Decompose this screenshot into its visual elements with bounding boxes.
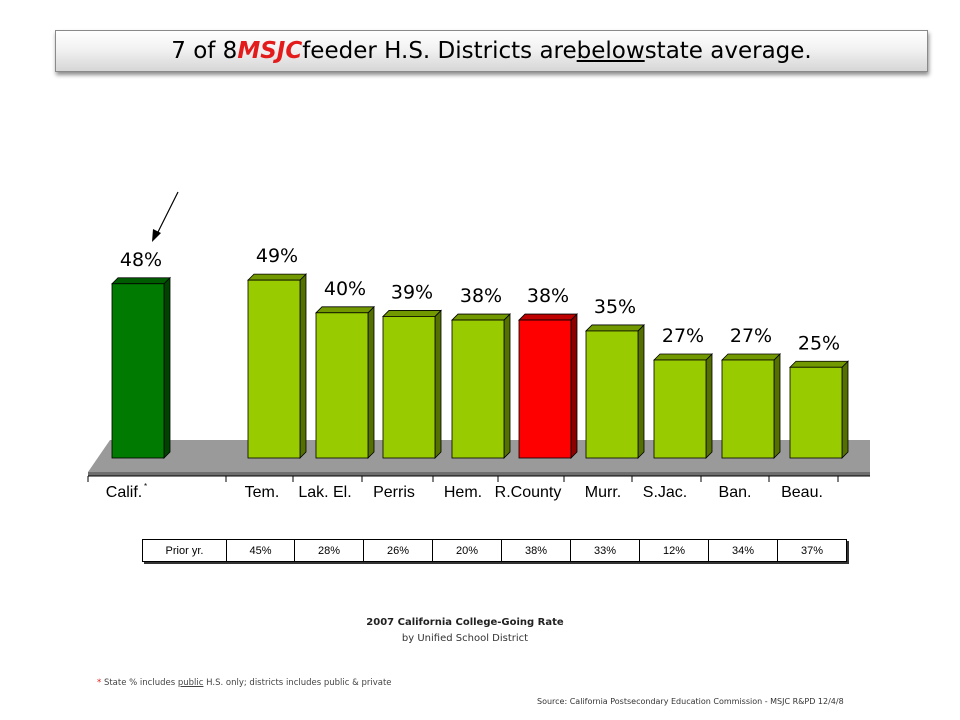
prior-year-cell: 12% bbox=[639, 539, 709, 562]
bar-top bbox=[247, 273, 307, 281]
category-label: Ban. bbox=[719, 484, 752, 501]
value-label: 39% bbox=[391, 281, 433, 303]
footnote-after: H.S. only; districts includes public & p… bbox=[203, 678, 392, 688]
value-label: 38% bbox=[527, 285, 569, 307]
value-label: 25% bbox=[798, 332, 840, 354]
chart-bars bbox=[111, 273, 849, 459]
title-part2: feeder H.S. Districts are bbox=[302, 38, 577, 64]
source-note: Source: California Postsecondary Educati… bbox=[537, 697, 844, 706]
prior-year-cell: 26% bbox=[363, 539, 433, 562]
bar-front bbox=[518, 319, 572, 459]
bar-calif bbox=[111, 276, 171, 459]
bar-front bbox=[585, 330, 639, 459]
bar-top bbox=[721, 353, 781, 361]
bar-top bbox=[518, 313, 578, 321]
category-label: R.County bbox=[495, 484, 562, 501]
chart-annotation bbox=[152, 191, 179, 242]
footnote-before: State % includes bbox=[101, 678, 178, 688]
value-label: 27% bbox=[662, 325, 704, 347]
bar-side bbox=[299, 273, 307, 459]
bar-s-jac bbox=[653, 353, 713, 459]
prior-year-label: Prior yr. bbox=[142, 539, 227, 562]
bar-ban bbox=[721, 353, 781, 459]
prior-year-cell: 34% bbox=[708, 539, 778, 562]
category-label: Perris bbox=[373, 484, 415, 501]
bar-side bbox=[367, 305, 375, 459]
prior-year-table: Prior yr. 45% 28% 26% 20% 38% 33% 12% 34% 37% bbox=[142, 539, 847, 562]
bar-side bbox=[637, 323, 645, 459]
bar-side bbox=[163, 276, 171, 459]
category-label: Lak. El. bbox=[298, 484, 351, 501]
bar-front bbox=[111, 283, 165, 459]
bar-hem bbox=[451, 313, 511, 459]
slide-title: 7 of 8 MSJC feeder H.S. Districts are be… bbox=[55, 30, 928, 72]
bar-top bbox=[451, 313, 511, 321]
category-label: Beau. bbox=[781, 484, 823, 501]
prior-year-cell: 45% bbox=[226, 539, 295, 562]
bar-side bbox=[705, 353, 713, 459]
category-marker: * bbox=[144, 482, 147, 491]
prior-year-cell: 33% bbox=[570, 539, 640, 562]
bar-perris bbox=[382, 309, 442, 459]
bar-front bbox=[721, 359, 775, 459]
prior-year-row: Prior yr. 45% 28% 26% 20% 38% 33% 12% 34% 37% bbox=[142, 539, 847, 562]
bar-top bbox=[653, 353, 713, 361]
chart-caption-subtitle: by Unified School District bbox=[401, 633, 529, 644]
bar-front bbox=[315, 312, 369, 459]
chart-category-labels: Calif. * Tem. Lak. El. Perris Hem. R.County Mur… bbox=[106, 482, 823, 501]
bar-front bbox=[653, 359, 707, 459]
bar-lak-el bbox=[315, 305, 375, 459]
prior-year-cell: 37% bbox=[777, 539, 847, 562]
chart-value-labels: 48% 49% 40% 39% 38% 38% 35% 27% 27% 25% bbox=[120, 245, 840, 354]
bar-front bbox=[382, 316, 436, 459]
footnote-star: * bbox=[97, 678, 102, 688]
bar-side bbox=[773, 353, 781, 459]
bar-side bbox=[503, 313, 511, 459]
category-label: Calif. bbox=[106, 484, 142, 501]
bar-r-county bbox=[518, 313, 578, 459]
title-underlined: below bbox=[576, 38, 645, 64]
bar-side bbox=[841, 360, 849, 459]
value-label: 35% bbox=[594, 296, 636, 318]
category-label: Murr. bbox=[585, 484, 621, 501]
prior-year-cell: 28% bbox=[294, 539, 364, 562]
value-label: 48% bbox=[120, 249, 162, 271]
value-label: 49% bbox=[256, 245, 298, 267]
category-label: S.Jac. bbox=[643, 484, 687, 501]
bar-top bbox=[382, 310, 442, 317]
value-label: 38% bbox=[460, 285, 502, 307]
bar-murr bbox=[585, 323, 645, 459]
bar-side bbox=[434, 309, 442, 459]
bar-tem bbox=[247, 273, 307, 459]
prior-year-cell: 38% bbox=[501, 539, 571, 562]
bar-side bbox=[570, 313, 578, 459]
floor-edge bbox=[88, 472, 870, 476]
title-part1: 7 of 8 bbox=[171, 38, 238, 64]
prior-year-cell: 20% bbox=[432, 539, 502, 562]
value-label: 27% bbox=[730, 325, 772, 347]
annotation-arrow bbox=[155, 191, 179, 237]
bar-top bbox=[111, 277, 171, 285]
bar-front bbox=[247, 279, 301, 459]
annotation-arrowhead bbox=[152, 229, 161, 242]
chart-caption-title: 2007 California College-Going Rate bbox=[366, 617, 564, 628]
bar-beau bbox=[789, 360, 849, 459]
category-label: Tem. bbox=[245, 484, 280, 501]
title-part3: state average. bbox=[644, 38, 812, 64]
value-label: 40% bbox=[324, 278, 366, 300]
title-highlight: MSJC bbox=[237, 38, 303, 64]
bar-top bbox=[315, 306, 375, 314]
bar-front bbox=[451, 319, 505, 459]
bar-front bbox=[789, 366, 843, 459]
bar-top bbox=[789, 360, 849, 368]
bar-top bbox=[585, 324, 645, 332]
category-label: Hem. bbox=[444, 484, 482, 501]
footnote: * State % includes public H.S. only; dis… bbox=[97, 678, 392, 688]
footnote-underlined: public bbox=[177, 678, 204, 688]
